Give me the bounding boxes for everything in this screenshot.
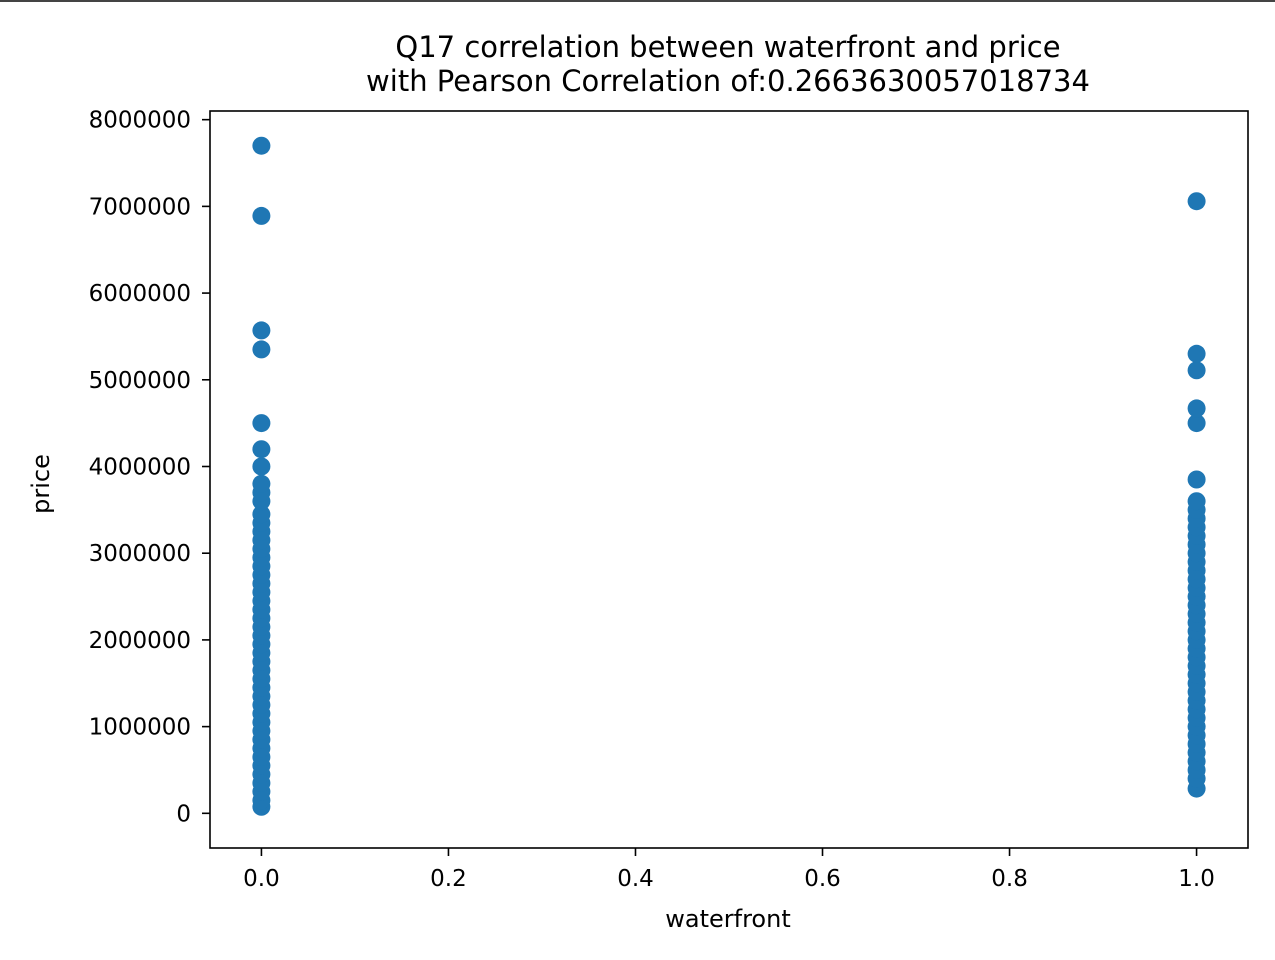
data-point bbox=[1187, 399, 1206, 418]
data-point bbox=[1187, 492, 1206, 511]
x-tick-label: 0.4 bbox=[617, 866, 654, 892]
x-tick-label: 0.6 bbox=[804, 866, 841, 892]
data-point bbox=[1187, 344, 1206, 363]
y-tick-label: 6000000 bbox=[89, 281, 191, 307]
y-tick-label: 2000000 bbox=[89, 628, 191, 654]
chart-title: Q17 correlation between waterfront and p… bbox=[395, 30, 1060, 64]
y-axis: 0 1000000 2000000 3000000 4000000 5000000 6000… bbox=[89, 108, 210, 827]
plot-area-frame bbox=[209, 110, 1249, 849]
data-point bbox=[252, 440, 271, 459]
x-tick-label: 0.0 bbox=[243, 866, 280, 892]
x-tick-label: 0.2 bbox=[430, 866, 467, 892]
data-point bbox=[252, 136, 271, 155]
x-axis-label: waterfront bbox=[665, 905, 790, 933]
data-point bbox=[252, 474, 271, 493]
x-tick-label: 0.8 bbox=[991, 866, 1028, 892]
x-axis: 0.0 0.2 0.4 0.6 0.8 1.0 bbox=[243, 848, 1215, 892]
y-tick-label: 4000000 bbox=[89, 454, 191, 480]
data-point bbox=[252, 321, 271, 340]
y-tick-label: 0 bbox=[176, 801, 191, 827]
chart-subtitle: with Pearson Correlation of:0.2663630057… bbox=[366, 64, 1090, 98]
y-tick-label: 5000000 bbox=[89, 368, 191, 394]
data-point bbox=[252, 414, 271, 433]
data-point bbox=[1187, 414, 1206, 433]
data-point bbox=[252, 505, 271, 524]
y-tick-label: 7000000 bbox=[89, 194, 191, 220]
data-point bbox=[252, 457, 271, 476]
points-layer bbox=[252, 136, 1206, 816]
data-point bbox=[252, 340, 271, 359]
y-tick-label: 8000000 bbox=[89, 108, 191, 134]
y-tick-label: 1000000 bbox=[89, 715, 191, 741]
data-point bbox=[1187, 192, 1206, 211]
data-point bbox=[1187, 361, 1206, 380]
y-tick-label: 3000000 bbox=[89, 541, 191, 567]
data-point bbox=[252, 206, 271, 225]
y-axis-label: price bbox=[27, 454, 55, 514]
x-tick-label: 1.0 bbox=[1178, 866, 1215, 892]
data-point bbox=[1187, 470, 1206, 489]
